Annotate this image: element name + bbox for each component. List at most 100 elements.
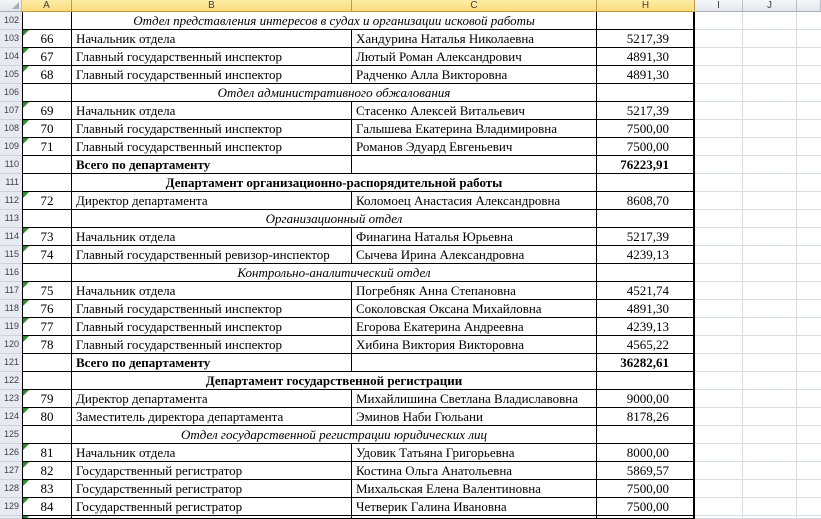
cell-K[interactable] [797,246,821,264]
cell-C-empty[interactable] [352,156,597,174]
cell-A-number[interactable]: 75 [22,282,72,300]
column-header-I[interactable]: I [695,0,743,12]
cell-J[interactable] [743,30,797,48]
cell-J[interactable] [743,462,797,480]
cell-C-name[interactable]: Стасенко Алексей Витальевич [352,102,597,120]
cell-C-name[interactable]: Хандурина Наталья Николаевна [352,30,597,48]
cell-J[interactable] [743,210,797,228]
cell-J[interactable] [743,138,797,156]
cell-K[interactable] [797,480,821,498]
cell-B-position[interactable]: Директор департамента [72,192,352,210]
cell-K[interactable] [797,228,821,246]
cell-K[interactable] [797,156,821,174]
row-header-126[interactable]: 126 [0,444,22,462]
cell-K[interactable] [797,462,821,480]
cell-H-empty[interactable] [597,84,695,102]
cell-I[interactable] [695,426,743,444]
cell-I[interactable] [695,390,743,408]
cell-I[interactable] [695,12,743,30]
cell-C-name[interactable]: Лютый Роман Александрович [352,48,597,66]
cell-J[interactable] [743,300,797,318]
cell-B-position[interactable]: Директор департамента [72,390,352,408]
cell-B-position[interactable]: Главный государственный инспектор [72,318,352,336]
cell-K[interactable] [797,66,821,84]
cell-C-name[interactable]: Михальская Елена Валентиновна [352,480,597,498]
cell-H-empty[interactable] [597,210,695,228]
cell-A-empty[interactable] [22,84,72,102]
cell-I[interactable] [695,318,743,336]
cell-H-empty[interactable] [597,264,695,282]
cell-A-empty[interactable] [22,426,72,444]
cell-I[interactable] [695,210,743,228]
cell-H-amount[interactable]: 7500,00 [597,138,695,156]
row-header-109[interactable]: 109 [0,138,22,156]
row-header-127[interactable]: 127 [0,462,22,480]
cell-H-amount[interactable]: 4891,30 [597,48,695,66]
cell-A-number[interactable]: 73 [22,228,72,246]
cell-K[interactable] [797,84,821,102]
row-header-125[interactable]: 125 [0,426,22,444]
cell-J[interactable] [743,246,797,264]
cell-B-position[interactable]: Главный государственный инспектор [72,66,352,84]
cell-K[interactable] [797,390,821,408]
row-header-117[interactable]: 117 [0,282,22,300]
cell-K[interactable] [797,408,821,426]
cell-K[interactable] [797,372,821,390]
cell-H-empty[interactable] [597,174,695,192]
cell-J[interactable] [743,120,797,138]
cell-I[interactable] [695,48,743,66]
cell-A-number[interactable]: 69 [22,102,72,120]
cell-J[interactable] [743,66,797,84]
cell-H-amount[interactable]: 5217,39 [597,102,695,120]
cell-C-name[interactable]: Егорова Екатерина Андреевна [352,318,597,336]
cell-K[interactable] [797,498,821,516]
cell-C-name[interactable]: Костина Ольга Анатольевна [352,462,597,480]
cell-C-name[interactable]: Удовик Татьяна Григорьевна [352,444,597,462]
cell-C-name[interactable]: Сычева Ирина Александровна [352,246,597,264]
cell-H-amount[interactable]: 5869,57 [597,462,695,480]
cell-K[interactable] [797,426,821,444]
cell-B-position[interactable]: Начальник отдела [72,30,352,48]
cell-B-position[interactable]: Главный государственный ревизор-инспекто… [72,246,352,264]
cell-B-position[interactable]: Заместитель директора департамента [72,408,352,426]
cell-I[interactable] [695,66,743,84]
row-header-115[interactable]: 115 [0,246,22,264]
cell-C-name[interactable]: Коломоец Анастасия Александровна [352,192,597,210]
cell-H-amount[interactable]: 4891,30 [597,66,695,84]
cell-A-number[interactable]: 83 [22,480,72,498]
cell-K[interactable] [797,210,821,228]
row-header-103[interactable]: 103 [0,30,22,48]
row-header-111[interactable]: 111 [0,174,22,192]
cell-H-amount[interactable]: 8178,26 [597,408,695,426]
cell-K[interactable] [797,48,821,66]
cell-J[interactable] [743,408,797,426]
cell-H-amount[interactable]: 4565,22 [597,336,695,354]
cell-J[interactable] [743,444,797,462]
cell-C-name[interactable]: Четверик Галина Ивановна [352,498,597,516]
cell-H-amount[interactable]: 7500,00 [597,120,695,138]
cell-I[interactable] [695,354,743,372]
cell-H-empty[interactable] [597,426,695,444]
cell-B-position[interactable]: Государственный регистратор [72,498,352,516]
row-header-128[interactable]: 128 [0,480,22,498]
cell-B-position[interactable]: Государственный регистратор [72,480,352,498]
cell-A-number[interactable]: 67 [22,48,72,66]
cell-I[interactable] [695,282,743,300]
cell-A-number[interactable]: 81 [22,444,72,462]
cell-B-position[interactable]: Начальник отдела [72,444,352,462]
cell-J[interactable] [743,156,797,174]
cell-K[interactable] [797,120,821,138]
row-header-114[interactable]: 114 [0,228,22,246]
cell-A-number[interactable]: 76 [22,300,72,318]
cell-K[interactable] [797,318,821,336]
cell-B-position[interactable]: Главный государственный инспектор [72,120,352,138]
cell-I[interactable] [695,444,743,462]
cell-H-total-amount[interactable]: 76223,91 [597,156,695,174]
cell-K[interactable] [797,30,821,48]
cell-K[interactable] [797,138,821,156]
cell-A-number[interactable]: 74 [22,246,72,264]
row-header-105[interactable]: 105 [0,66,22,84]
cell-I[interactable] [695,336,743,354]
cell-I[interactable] [695,156,743,174]
cell-K[interactable] [797,174,821,192]
